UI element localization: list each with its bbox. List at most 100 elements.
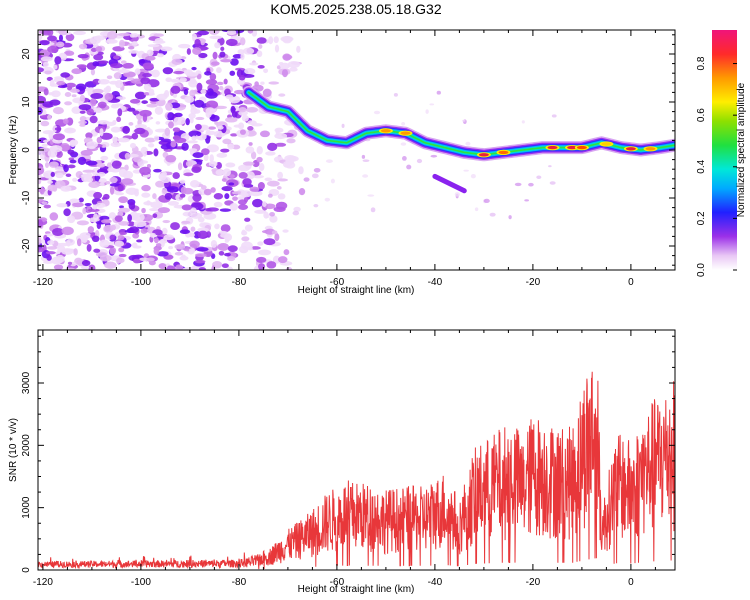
noise-blob: [146, 257, 155, 262]
noise-blob: [185, 118, 190, 126]
noise-blob: [284, 155, 297, 162]
noise-blob: [64, 101, 73, 106]
noise-blob: [47, 35, 57, 42]
noise-blob: [75, 171, 83, 179]
noise-blob: [196, 131, 202, 136]
noise-blob: [38, 247, 45, 253]
noise-blob: [198, 52, 208, 59]
noise-blob: [128, 122, 134, 126]
spectrogram-y-tick-label: -20: [21, 238, 32, 253]
noise-blob: [61, 226, 74, 236]
noise-blob: [189, 240, 200, 249]
noise-blob: [149, 97, 160, 102]
noise-blob: [118, 168, 128, 178]
noise-blob: [122, 125, 130, 134]
colorbar-ticks: 0.0 0.2 0.4 0.6 0.8: [696, 56, 737, 277]
spectrogram-x-tick-label: -80: [232, 277, 247, 288]
spectrogram-x-tick-label: 0: [628, 277, 634, 288]
noise-blob: [116, 116, 122, 123]
noise-blob: [100, 155, 109, 161]
noise-blob: [52, 106, 64, 115]
noise-blob: [76, 64, 87, 69]
noise-speckle: [474, 207, 479, 212]
noise-blob: [128, 50, 139, 54]
noise-blob: [188, 113, 196, 119]
noise-blob: [111, 160, 122, 169]
noise-blob: [134, 91, 147, 100]
spectrogram-x-tick-label: -60: [330, 277, 345, 288]
noise-blob: [64, 127, 76, 134]
snr-y-tick-label: 0: [21, 567, 32, 573]
noise-blob: [266, 261, 277, 269]
noise-blob: [170, 140, 177, 148]
noise-blob: [53, 64, 58, 70]
noise-blob: [118, 247, 125, 253]
noise-blob: [114, 215, 123, 222]
noise-blob: [129, 98, 141, 104]
noise-speckle: [524, 199, 529, 202]
noise-blob: [114, 103, 124, 107]
noise-blob: [280, 36, 294, 42]
snr-y-tick-label: 2000: [21, 434, 32, 457]
noise-blob: [248, 142, 253, 146]
spectrogram-ridge: [242, 85, 675, 194]
noise-blob: [298, 188, 306, 196]
noise-speckle: [370, 207, 376, 213]
noise-blob: [38, 106, 43, 115]
noise-blob: [154, 237, 159, 244]
noise-blob: [143, 92, 150, 96]
noise-blob: [110, 63, 123, 69]
snr-axes: -120 -100 -80 -60 -40 -20 0 0 1000 2000 3000: [21, 330, 675, 588]
snr-x-tick-label: -100: [131, 577, 151, 588]
noise-blob: [188, 79, 198, 88]
noise-blob: [78, 120, 87, 125]
noise-blob: [76, 220, 89, 226]
noise-blob: [139, 166, 151, 176]
noise-blob: [121, 178, 134, 185]
noise-blob: [206, 144, 219, 153]
noise-speckle: [362, 159, 370, 162]
noise-blob: [110, 126, 121, 133]
noise-blob: [262, 88, 272, 98]
noise-blob: [126, 77, 135, 81]
ridge-hotspot: [547, 145, 558, 150]
noise-speckle: [313, 203, 319, 208]
noise-blob: [101, 196, 108, 201]
noise-blob: [39, 49, 51, 57]
noise-blob: [216, 67, 222, 74]
noise-blob: [174, 137, 187, 144]
noise-blob: [150, 201, 163, 209]
noise-blob: [219, 85, 224, 91]
noise-speckle: [311, 173, 319, 179]
noise-blob: [66, 117, 74, 126]
noise-blob: [47, 45, 59, 53]
noise-blob: [191, 66, 197, 71]
noise-blob: [153, 33, 164, 37]
noise-blob: [195, 253, 207, 258]
noise-blob: [225, 117, 238, 123]
noise-blob: [205, 107, 215, 115]
noise-blob: [151, 69, 160, 78]
noise-blob: [113, 72, 122, 80]
noise-speckle: [521, 120, 525, 124]
noise-blob: [238, 106, 247, 113]
noise-blob: [249, 186, 260, 192]
noise-blob: [263, 68, 269, 74]
noise-blob: [259, 130, 270, 138]
noise-blob: [213, 130, 225, 138]
noise-blob: [77, 53, 89, 59]
noise-blob: [230, 58, 239, 66]
noise-blob: [230, 133, 238, 137]
noise-blob: [92, 78, 101, 85]
noise-blob: [184, 95, 195, 104]
noise-blob: [173, 116, 186, 125]
noise-speckle: [416, 158, 423, 164]
noise-blob: [247, 246, 253, 251]
noise-blob: [115, 79, 124, 89]
noise-blob: [245, 171, 255, 180]
noise-blob: [179, 193, 186, 198]
noise-blob: [134, 127, 146, 135]
noise-blob: [49, 79, 55, 87]
noise-speckle: [528, 182, 534, 187]
noise-blob: [114, 231, 120, 237]
